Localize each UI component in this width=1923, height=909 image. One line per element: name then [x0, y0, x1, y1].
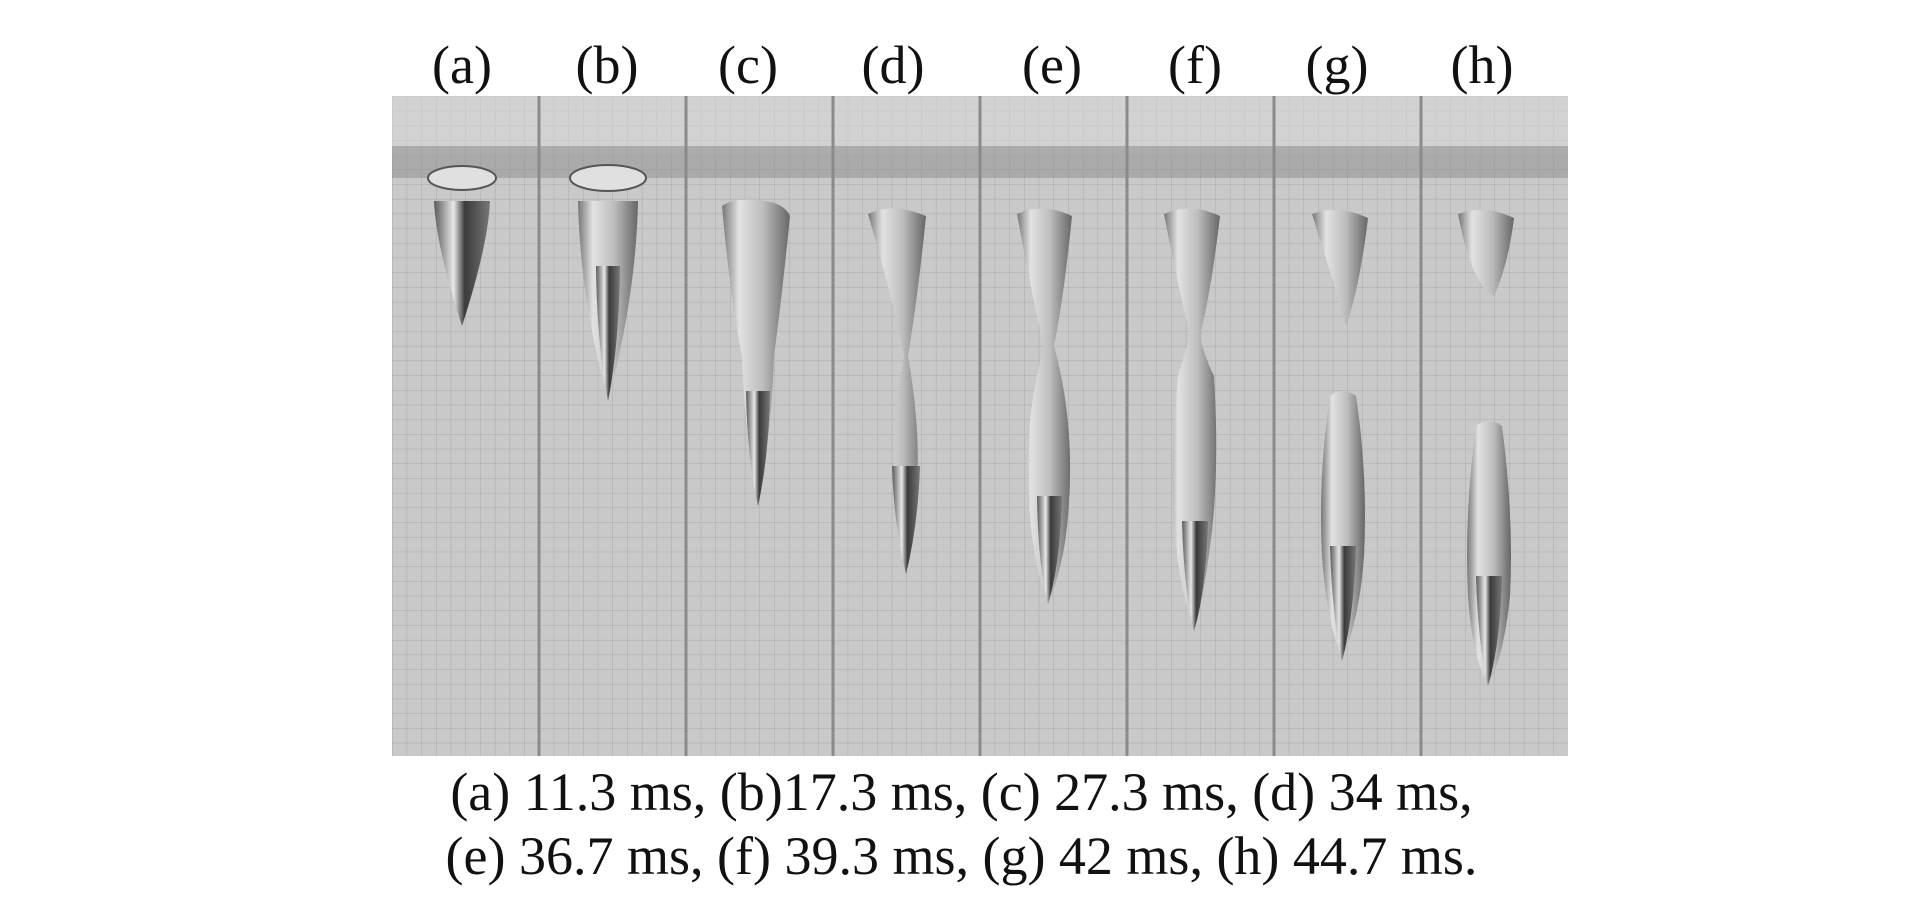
- panel-label-e: (e): [1022, 35, 1082, 95]
- panel-label-c: (c): [718, 35, 778, 95]
- panel-label-g: (g): [1305, 35, 1369, 95]
- panel-label-f: (f): [1168, 35, 1222, 95]
- projectile-frame-b: [569, 164, 647, 401]
- projectile-frame-h: [1458, 209, 1514, 686]
- panel-labels: (a) (b) (c) (d) (e) (f) (g) (h): [0, 30, 1923, 100]
- projectile-frame-d: [868, 208, 926, 574]
- projectile-frame-a: [427, 165, 497, 326]
- projectile-frame-f: [1164, 208, 1220, 631]
- caption-line-1: (a) 11.3 ms, (b)17.3 ms, (c) 27.3 ms, (d…: [450, 762, 1473, 822]
- projectile-frame-c: [722, 199, 790, 506]
- panel-dividers: [537, 96, 1423, 756]
- cavity-photo-sequence: [392, 96, 1568, 756]
- panel-label-d: (d): [861, 35, 925, 95]
- projectile-frame-g: [1312, 209, 1368, 661]
- panel-label-b: (b): [575, 35, 639, 95]
- projectile-frame-e: [1017, 208, 1072, 604]
- panel-label-a: (a): [432, 35, 492, 95]
- caption-line-2: (e) 36.7 ms, (f) 39.3 ms, (g) 42 ms, (h)…: [445, 826, 1478, 886]
- panel-label-h: (h): [1450, 35, 1514, 95]
- figure-caption: (a) 11.3 ms, (b)17.3 ms, (c) 27.3 ms, (d…: [0, 760, 1923, 888]
